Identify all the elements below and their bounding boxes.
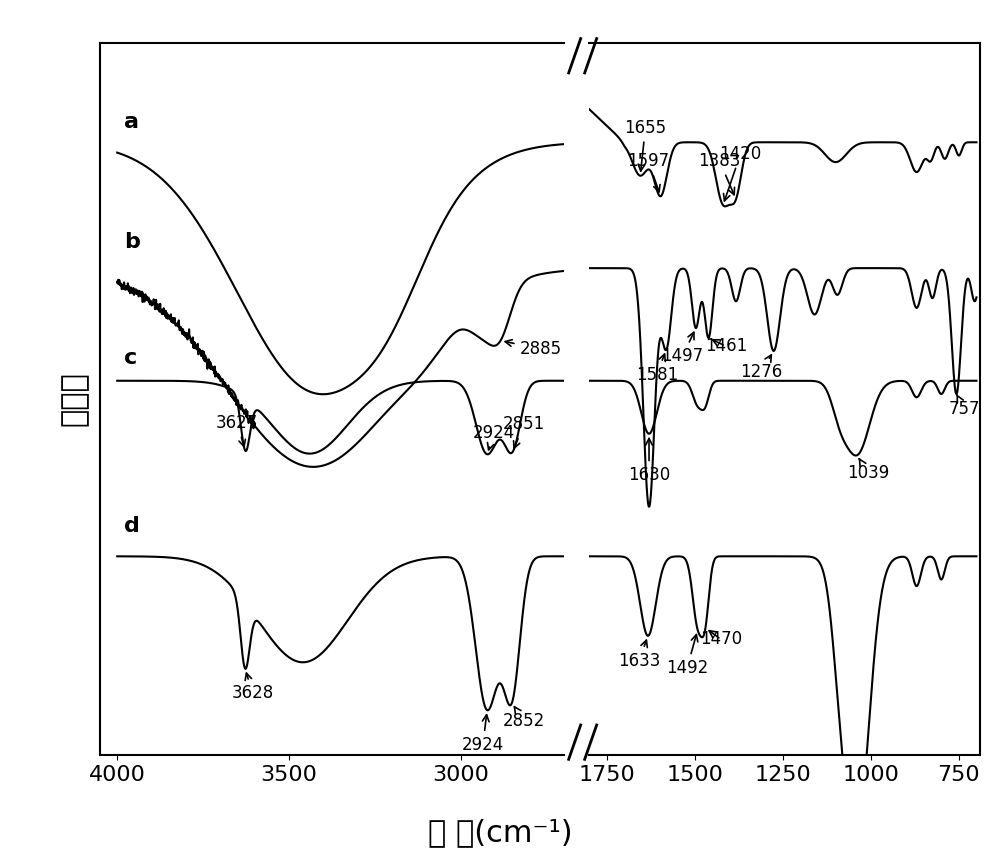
Text: 1630: 1630 [628, 438, 670, 484]
Text: 1383: 1383 [698, 152, 741, 195]
Text: 3628: 3628 [231, 673, 274, 703]
Text: b: b [124, 232, 140, 251]
Text: 2852: 2852 [503, 707, 545, 730]
Text: 1581: 1581 [636, 354, 678, 384]
Text: 1470: 1470 [700, 631, 742, 649]
Text: 2924: 2924 [473, 424, 515, 450]
Text: 波 数(cm⁻¹): 波 数(cm⁻¹) [428, 818, 572, 847]
Text: 1633: 1633 [618, 640, 660, 669]
Text: c: c [124, 347, 137, 367]
Text: 1655: 1655 [624, 118, 667, 171]
Text: 1492: 1492 [666, 635, 708, 677]
Text: 3627: 3627 [216, 414, 258, 446]
Y-axis label: 透光率: 透光率 [60, 372, 89, 426]
Text: 757: 757 [948, 395, 980, 418]
Text: a: a [124, 112, 139, 132]
Text: 1461: 1461 [705, 337, 747, 355]
Text: 1042: 1042 [0, 857, 1, 858]
Text: 2885: 2885 [505, 340, 562, 358]
Text: 2851: 2851 [503, 415, 545, 448]
Text: 1276: 1276 [740, 355, 782, 382]
Text: d: d [124, 517, 140, 536]
Text: 1497: 1497 [661, 332, 704, 366]
Text: 2924: 2924 [462, 715, 504, 754]
Text: 1420: 1420 [719, 145, 762, 201]
Text: 1597: 1597 [627, 153, 669, 192]
Text: 1039: 1039 [847, 459, 889, 482]
